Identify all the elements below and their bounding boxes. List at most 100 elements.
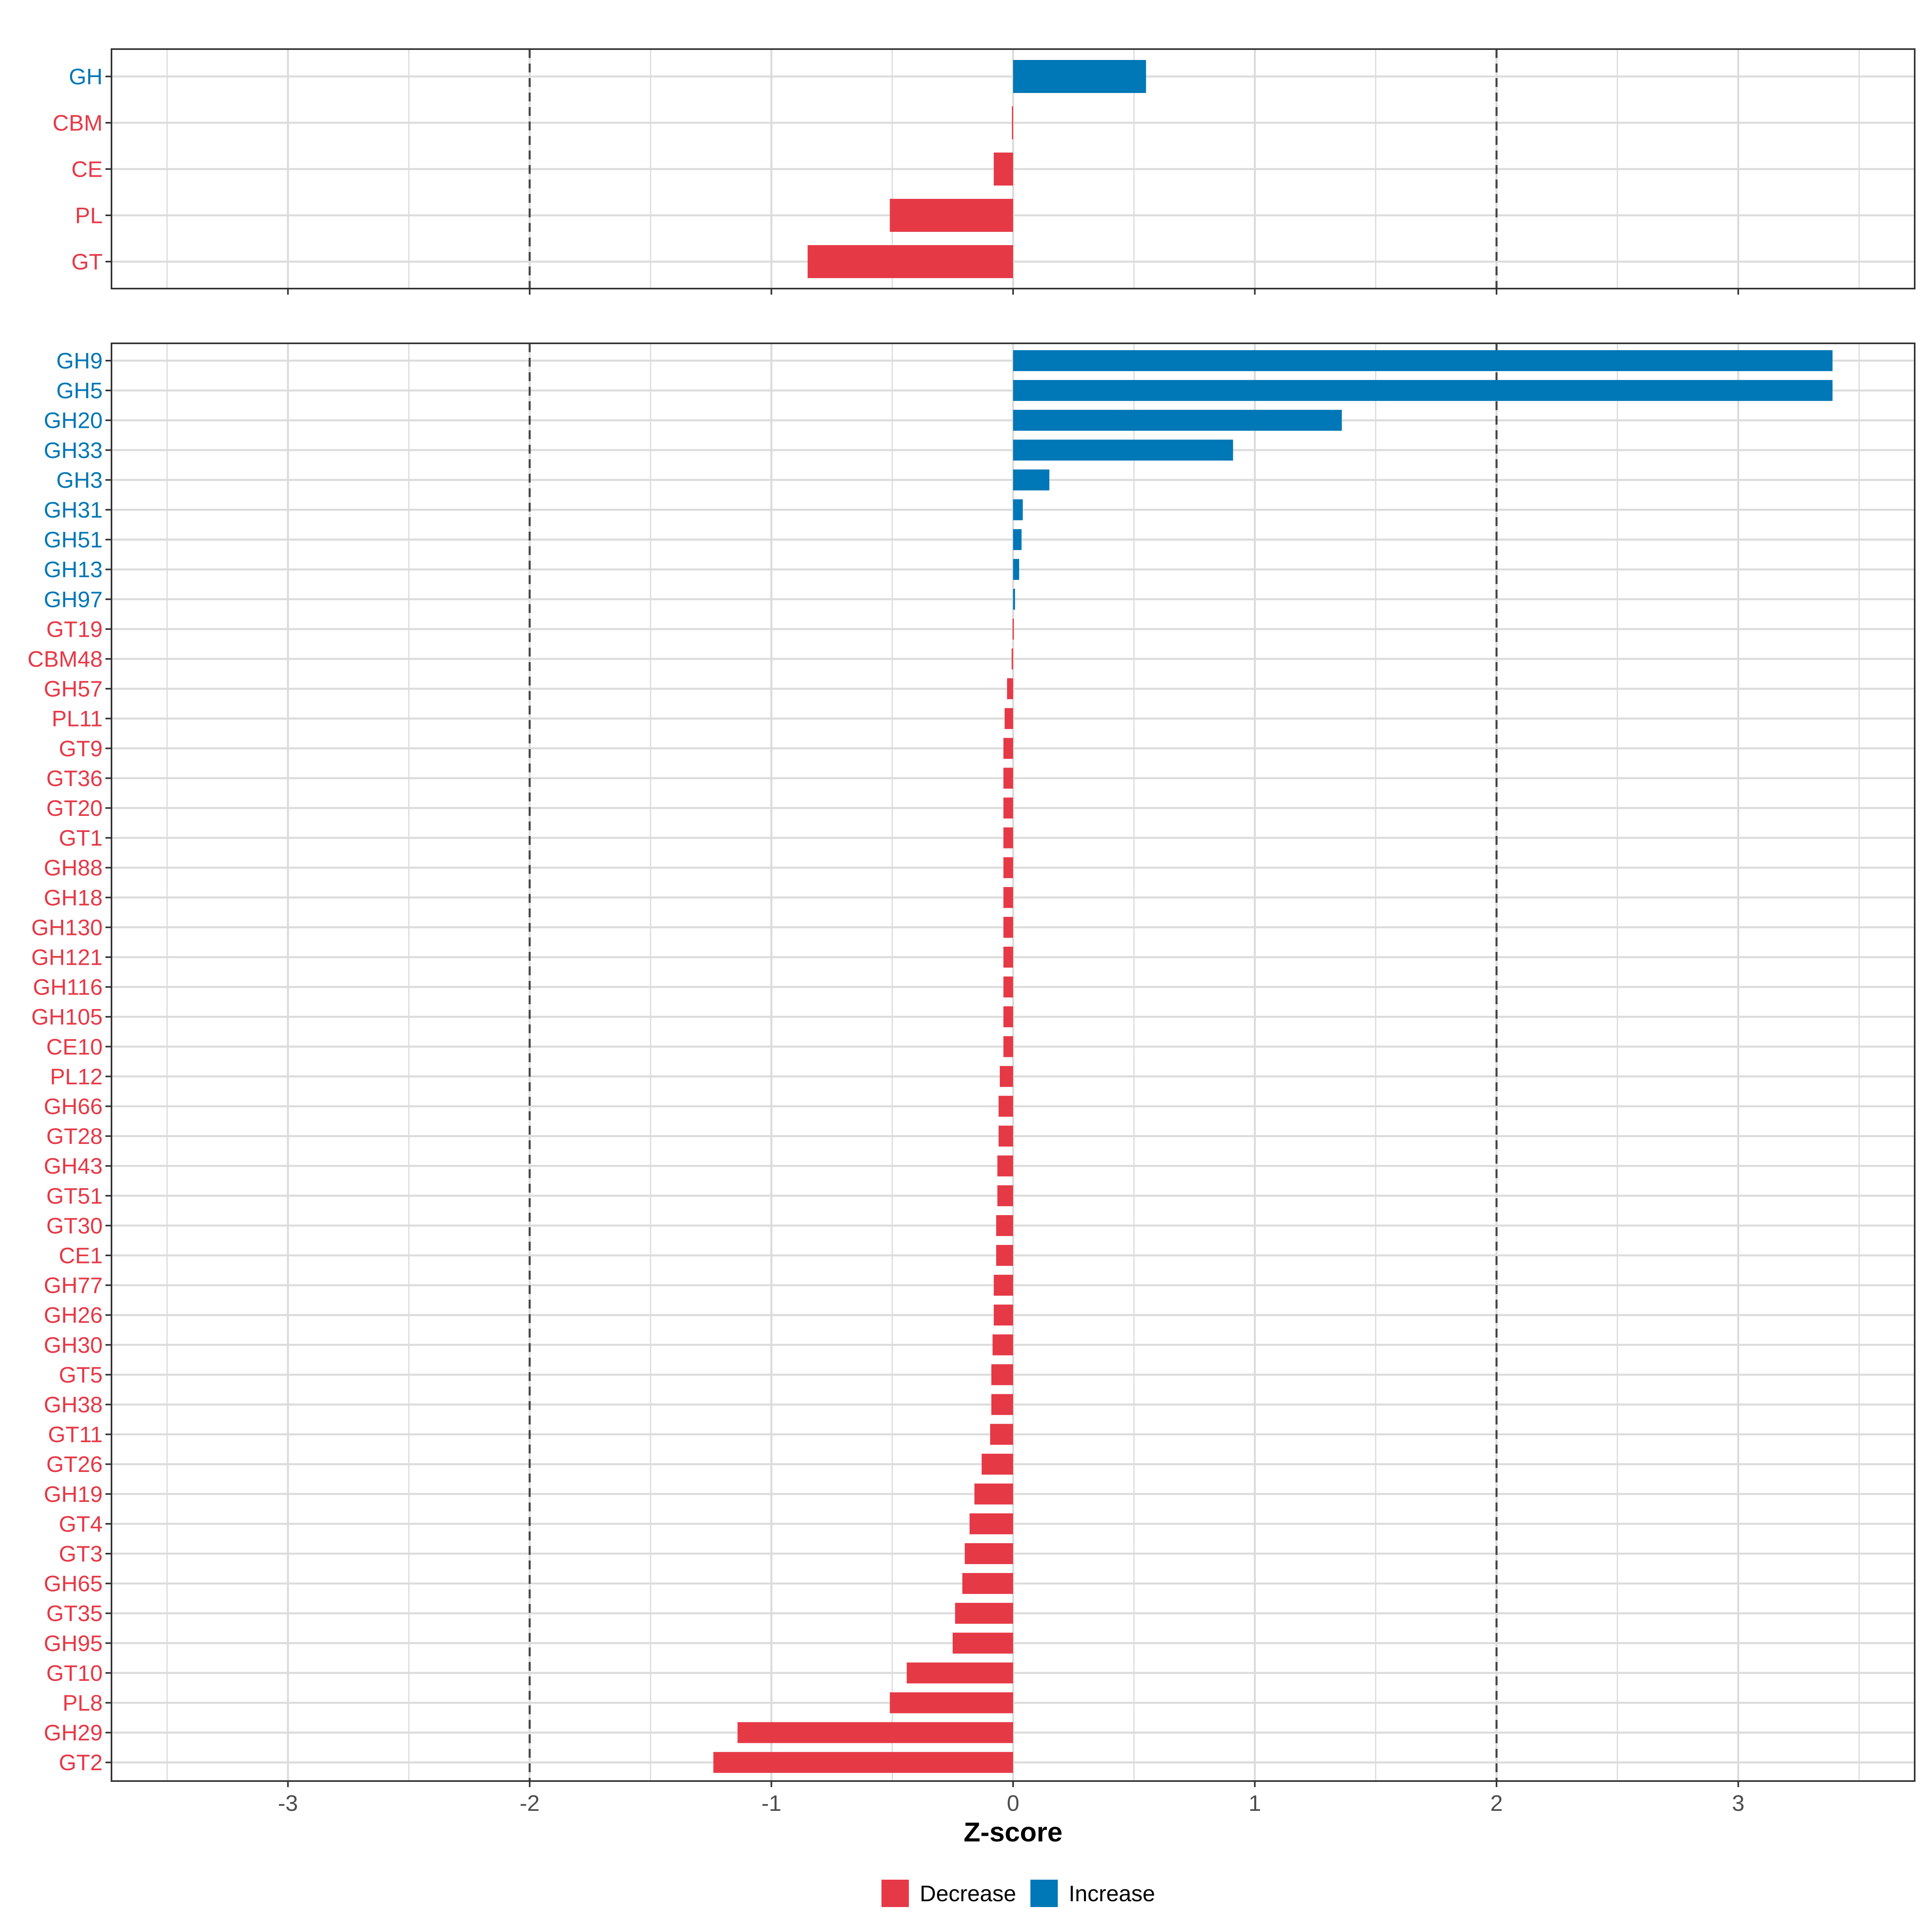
bar-gt11	[990, 1424, 1013, 1445]
bar-gh130	[1003, 916, 1013, 938]
bar-gh95	[952, 1633, 1013, 1654]
bar-gh33	[1013, 440, 1233, 461]
category-label-gt5: GT5	[59, 1362, 103, 1387]
panel-family: GH9 GH5 GH20 GH33 GH3 GH31 GH51 GH13 GH97 GT19 CBM…	[27, 343, 1915, 1787]
bar-gh19	[974, 1483, 1013, 1505]
panel-class: GH CBM CE PL GT	[53, 48, 1915, 295]
bar-gt30	[996, 1215, 1013, 1236]
category-label-gt: GT	[71, 249, 103, 275]
bar-gt28	[998, 1125, 1013, 1147]
category-label-gh38: GH38	[44, 1392, 103, 1417]
category-label-gt2: GT2	[59, 1750, 103, 1775]
category-label-gh26: GH26	[44, 1302, 103, 1328]
xtick-label-3: 3	[1732, 1790, 1744, 1816]
category-label-gh88: GH88	[44, 855, 103, 880]
bar-gh18	[1003, 887, 1013, 908]
legend-label-increase: Increase	[1069, 1881, 1155, 1906]
category-label-gh77: GH77	[44, 1273, 103, 1298]
bar-cbm48	[1011, 648, 1013, 669]
bar-pl11	[1004, 708, 1013, 729]
bar-gh38	[991, 1394, 1013, 1415]
category-label-cbm48: CBM48	[27, 646, 103, 672]
bar-gt9	[1003, 738, 1013, 759]
bar-ce10	[1003, 1036, 1013, 1057]
category-label-gh9: GH9	[56, 348, 103, 374]
category-label-gt11: GT11	[48, 1422, 103, 1447]
bar-gt19	[1012, 618, 1014, 640]
bar-gt2	[713, 1752, 1013, 1773]
legend: Decrease Increase	[881, 1880, 1155, 1907]
category-label-pl8: PL8	[62, 1690, 103, 1715]
bar-gt51	[997, 1185, 1013, 1206]
bar-gh13	[1013, 559, 1020, 580]
bar-gt5	[991, 1364, 1013, 1385]
bar-gt26	[981, 1453, 1013, 1475]
x-axis-title: Z-score	[964, 1817, 1063, 1847]
category-label-gt4: GT4	[59, 1511, 103, 1536]
bar-gh5	[1013, 380, 1833, 401]
category-label-gh130: GH130	[31, 914, 103, 940]
category-label-gt35: GT35	[46, 1601, 103, 1626]
bar-pl12	[999, 1066, 1013, 1087]
category-label-gh29: GH29	[44, 1720, 103, 1745]
bar-gh57	[1007, 678, 1013, 700]
category-label-pl12: PL12	[50, 1064, 103, 1089]
category-label-gh3: GH3	[56, 467, 103, 493]
category-label-gt36: GT36	[46, 766, 103, 791]
category-label-gt9: GT9	[59, 736, 103, 761]
x-axis: -3 -2 -1 0 1 2 3	[278, 1790, 1744, 1816]
bar-gh3	[1013, 469, 1050, 491]
legend-swatch-decrease	[881, 1880, 909, 1907]
bar-gh43	[997, 1155, 1013, 1177]
bar-gh	[1013, 60, 1146, 93]
category-label-gh31: GH31	[44, 497, 103, 522]
bar-pl8	[890, 1692, 1013, 1713]
category-label-gt19: GT19	[46, 616, 103, 642]
category-label-gh: GH	[69, 64, 103, 89]
category-label-pl: PL	[75, 203, 103, 228]
category-label-gt26: GT26	[46, 1451, 103, 1477]
category-label-gh13: GH13	[44, 557, 103, 582]
bar-gh26	[993, 1305, 1013, 1326]
category-label-gh57: GH57	[44, 676, 103, 702]
bar-gh121	[1003, 947, 1013, 968]
category-label-ce1: CE1	[59, 1243, 103, 1268]
category-label-gh33: GH33	[44, 438, 103, 463]
xtick-label-0: 0	[1007, 1790, 1019, 1816]
bar-gh77	[993, 1275, 1013, 1296]
bar-gh51	[1013, 529, 1022, 550]
xtick-label--1: -1	[762, 1790, 782, 1816]
bar-gh20	[1013, 410, 1342, 431]
bar-pl	[890, 199, 1013, 232]
legend-swatch-increase	[1030, 1880, 1058, 1907]
category-label-gh95: GH95	[44, 1631, 103, 1656]
category-label-gt10: GT10	[46, 1660, 103, 1686]
bar-gh29	[737, 1722, 1013, 1743]
bar-gh105	[1003, 1006, 1013, 1028]
bar-gt4	[969, 1513, 1013, 1534]
category-label-gt28: GT28	[46, 1123, 103, 1149]
category-label-gh5: GH5	[56, 378, 103, 403]
bar-gt10	[906, 1662, 1013, 1684]
category-label-gh65: GH65	[44, 1571, 103, 1596]
class-border	[111, 48, 1915, 289]
category-label-pl11: PL11	[52, 706, 103, 731]
bar-gh88	[1003, 857, 1013, 878]
category-label-gh30: GH30	[44, 1332, 103, 1358]
bar-ce1	[996, 1245, 1013, 1266]
bar-gh9	[1013, 350, 1833, 371]
legend-label-decrease: Decrease	[920, 1881, 1016, 1906]
category-label-gt51: GT51	[46, 1183, 103, 1208]
bar-gt20	[1003, 797, 1013, 819]
category-label-gh116: GH116	[33, 974, 103, 1000]
xtick-label--3: -3	[278, 1790, 298, 1816]
category-label-gh66: GH66	[44, 1094, 103, 1119]
xtick-label--2: -2	[520, 1790, 540, 1816]
bar-gt1	[1003, 827, 1013, 848]
bar-gt36	[1003, 768, 1013, 789]
bar-gh97	[1013, 588, 1015, 610]
bar-gt35	[955, 1603, 1013, 1624]
bar-gt3	[964, 1543, 1013, 1564]
category-label-gh20: GH20	[44, 408, 103, 433]
family-border	[111, 343, 1915, 1782]
